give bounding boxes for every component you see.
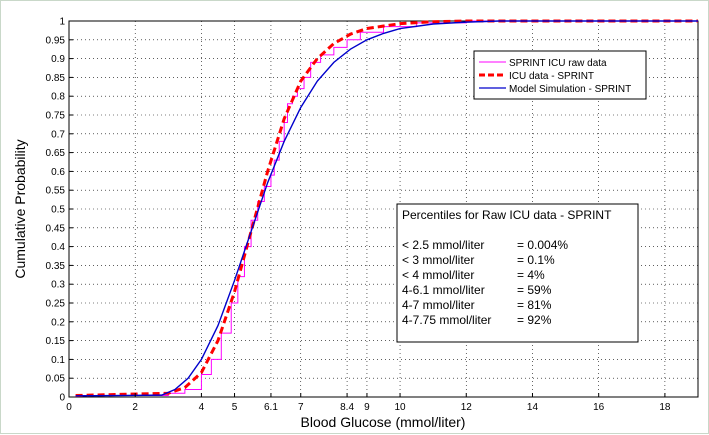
x-tick-label: 6.1 xyxy=(264,402,278,413)
y-axis-label: Cumulative Probability xyxy=(12,139,28,278)
y-tick-label: 0.4 xyxy=(51,242,65,253)
legend-label-model: Model Simulation - SPRINT xyxy=(509,84,631,95)
legend: SPRINT ICU raw data ICU data - SPRINT Mo… xyxy=(473,50,647,100)
x-axis-ticks: 0 2 4 5 6.1 7 8.4 9 10 12 14 16 18 xyxy=(66,393,671,413)
x-tick-label: 4 xyxy=(199,402,205,413)
y-tick-label: 0.75 xyxy=(46,111,66,122)
x-tick-label: 7 xyxy=(298,402,304,413)
annotation-row-value: = 59% xyxy=(517,283,552,297)
y-tick-label: 0.9 xyxy=(51,54,65,65)
annotation-row-value: = 0.1% xyxy=(517,253,555,267)
x-axis-label: Blood Glucose (mmol/liter) xyxy=(301,414,466,430)
annotation-row-value: = 4% xyxy=(517,268,545,282)
x-tick-label: 5 xyxy=(232,402,238,413)
y-tick-label: 0.7 xyxy=(51,129,65,140)
x-tick-label: 10 xyxy=(394,402,406,413)
y-tick-label: 0.55 xyxy=(46,186,66,197)
x-tick-label: 16 xyxy=(593,402,605,413)
x-tick-label: 9 xyxy=(364,402,370,413)
y-tick-label: 0.15 xyxy=(46,336,66,347)
series-icu-data-line xyxy=(75,19,698,397)
y-tick-label: 0.6 xyxy=(51,167,65,178)
annotation-row-label: < 3 mmol/liter xyxy=(402,253,474,267)
y-axis-ticks: 0 0.05 0.1 0.15 0.2 0.25 0.3 0.35 0.4 0.45 0.5 0.55… xyxy=(46,17,73,404)
series-model-simulation-line xyxy=(75,20,698,397)
annotation-row-label: 4-7.75 mmol/liter xyxy=(402,313,491,327)
y-tick-label: 0.8 xyxy=(51,92,65,103)
annotation-row-label: < 4 mmol/liter xyxy=(402,268,474,282)
series-raw-data-line xyxy=(75,20,698,396)
x-tick-label: 12 xyxy=(461,402,473,413)
percentile-annotation: Percentiles for Raw ICU data - SPRINT < … xyxy=(396,203,639,343)
x-tick-label: 14 xyxy=(527,402,539,413)
annotation-row-value: = 92% xyxy=(517,313,552,327)
x-tick-label: 0 xyxy=(66,402,72,413)
y-tick-label: 1 xyxy=(59,17,65,28)
annotation-title: Percentiles for Raw ICU data - SPRINT xyxy=(402,208,612,222)
y-tick-label: 0.25 xyxy=(46,299,66,310)
annotation-row-value: = 81% xyxy=(517,298,552,312)
series-layer xyxy=(75,19,698,397)
y-tick-label: 0.45 xyxy=(46,223,66,234)
legend-label-raw: SPRINT ICU raw data xyxy=(509,58,607,69)
x-tick-label: 8.4 xyxy=(340,402,354,413)
y-tick-label: 0.05 xyxy=(46,374,66,385)
legend-label-icu: ICU data - SPRINT xyxy=(509,71,594,82)
annotation-row-label: < 2.5 mmol/liter xyxy=(402,238,484,252)
annotation-row-value: = 0.004% xyxy=(517,238,568,252)
y-tick-label: 0.35 xyxy=(46,261,66,272)
x-tick-label: 18 xyxy=(659,402,671,413)
y-tick-label: 0.1 xyxy=(51,355,65,366)
y-tick-label: 0.5 xyxy=(51,205,65,216)
y-tick-label: 0.95 xyxy=(46,35,66,46)
y-tick-label: 0.3 xyxy=(51,280,65,291)
y-tick-label: 0.65 xyxy=(46,148,66,159)
x-tick-label: 2 xyxy=(132,402,138,413)
y-tick-label: 0 xyxy=(59,393,65,404)
annotation-row-label: 4-7 mmol/liter xyxy=(402,298,475,312)
y-tick-label: 0.85 xyxy=(46,73,66,84)
annotation-row-label: 4-6.1 mmol/liter xyxy=(402,283,485,297)
annotation-box xyxy=(396,203,639,343)
y-tick-label: 0.2 xyxy=(51,317,65,328)
